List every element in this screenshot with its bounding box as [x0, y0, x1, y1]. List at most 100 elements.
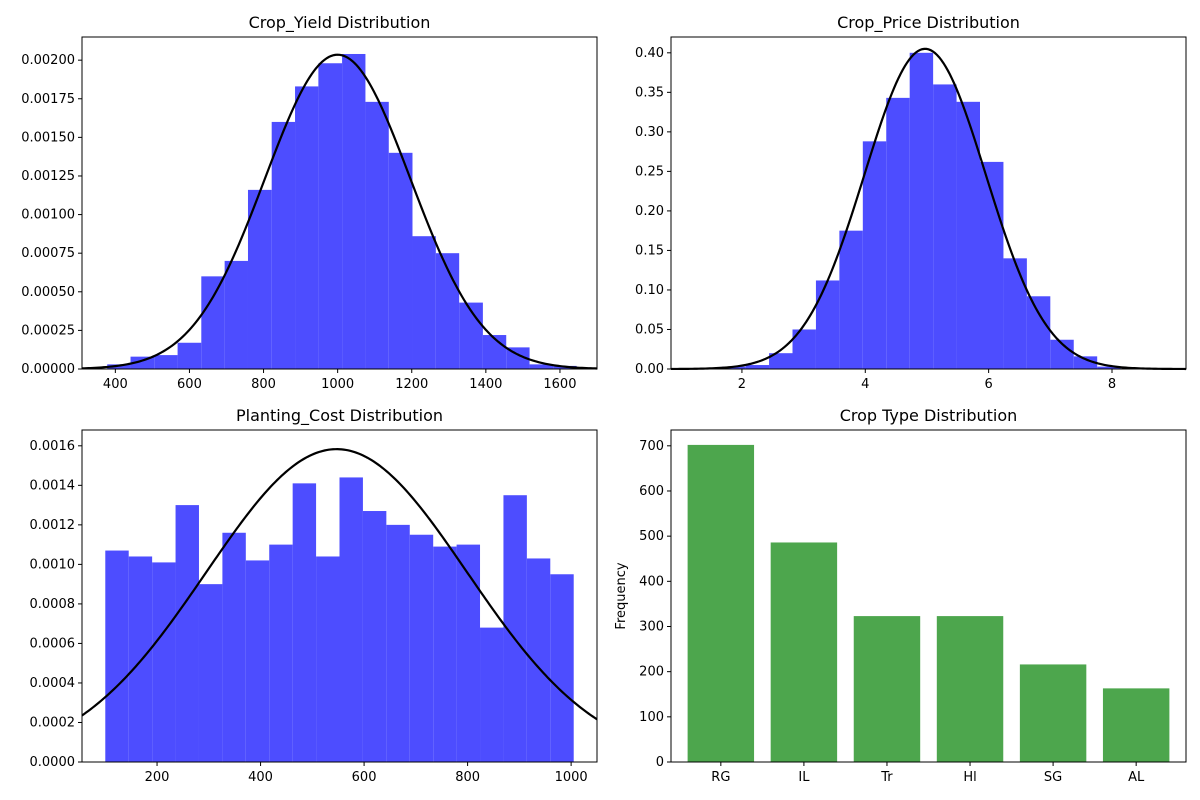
ytick-label: 0.20 — [635, 204, 664, 219]
xtick-label: 400 — [248, 770, 273, 785]
xtick-label: SG — [1044, 770, 1062, 785]
histogram-bar — [152, 562, 176, 762]
ytick-label: 0.00150 — [21, 130, 75, 145]
histogram-bar — [175, 505, 199, 762]
histogram-bar — [198, 584, 223, 762]
xtick-label: RG — [711, 770, 730, 785]
ytick-label: 0.35 — [635, 85, 664, 100]
histogram-bar — [247, 189, 272, 369]
histogram-bar — [222, 532, 246, 762]
histogram-bar — [154, 355, 178, 369]
xtick-label: 200 — [145, 770, 170, 785]
ytick-label: 0.05 — [635, 322, 664, 337]
histogram-bar — [1073, 356, 1098, 369]
ytick-label: 700 — [639, 439, 664, 454]
xtick-label: 400 — [103, 377, 128, 392]
ytick-label: 0.00075 — [21, 246, 75, 261]
normal-fit-line — [670, 47, 1187, 371]
histogram-bar — [506, 347, 530, 369]
histogram-bar — [339, 477, 363, 762]
ytick-label: 0.00175 — [21, 92, 75, 107]
ytick-label: 0.00050 — [21, 285, 75, 300]
histogram-bar — [269, 544, 293, 762]
ytick-label: 500 — [639, 529, 664, 544]
xtick-label: 2 — [738, 377, 746, 392]
histogram-panel-1: 0.00 0.05 0.10 0.15 0.20 0.25 0.30 0.35 0.40 2 4 6 8… — [635, 13, 1187, 392]
y-axis-label: Frequency — [614, 562, 629, 629]
histogram-bar — [839, 230, 863, 369]
ytick-label: 0.0000 — [30, 755, 76, 770]
ytick-label: 0.00025 — [21, 323, 75, 338]
histogram-bar — [388, 152, 413, 369]
histogram-bar — [529, 364, 554, 369]
chart-title: Planting_Cost Distribution — [236, 406, 443, 426]
xtick-label: 800 — [251, 377, 276, 392]
chart-title: Crop Type Distribution — [840, 406, 1018, 425]
xtick-label: 1000 — [321, 377, 354, 392]
bar — [770, 542, 838, 762]
ytick-label: 0.0016 — [30, 439, 76, 454]
xtick-label: Tr — [880, 770, 893, 785]
histogram-bar — [295, 86, 319, 370]
histogram-bar — [526, 558, 551, 762]
histogram-bar — [769, 353, 793, 369]
histogram-bar — [386, 524, 410, 762]
ytick-label: 0.00200 — [21, 53, 75, 68]
xtick-label: 4 — [861, 377, 869, 392]
histogram-bar — [1026, 296, 1051, 369]
bar — [853, 616, 921, 762]
xtick-label: 1600 — [543, 377, 576, 392]
histogram-bar — [956, 101, 980, 370]
bar-panel-3: 0 100 200 300 400 500 600 700 RG IL Tr Hl SG AL Crop T… — [614, 406, 1187, 785]
ytick-label: 0.0002 — [30, 715, 76, 730]
ytick-label: 100 — [639, 710, 664, 725]
histogram-bar — [177, 342, 202, 369]
ytick-label: 400 — [639, 574, 664, 589]
histogram-bar — [409, 534, 434, 762]
histogram-bar — [1050, 339, 1074, 369]
ytick-label: 0.0008 — [30, 597, 76, 612]
axes-frame — [670, 36, 1187, 370]
ytick-label: 0.00100 — [21, 208, 75, 223]
ytick-label: 0.0012 — [30, 518, 76, 533]
ytick-label: 0.0004 — [30, 676, 76, 691]
xtick-label: 600 — [177, 377, 202, 392]
ytick-label: 200 — [639, 665, 664, 680]
histogram-bar — [815, 280, 840, 369]
ytick-label: 0.25 — [635, 164, 664, 179]
histogram-bar — [128, 556, 153, 762]
histogram-panel-2: 0.0000 0.0002 0.0004 0.0006 0.0008 0.0010 0.00… — [30, 406, 598, 785]
histogram-bar — [342, 53, 366, 369]
xtick-label: 1200 — [395, 377, 428, 392]
histogram-bar — [362, 511, 387, 762]
ytick-label: 0.00000 — [21, 362, 75, 377]
histogram-bar — [480, 627, 504, 762]
ytick-label: 0.00 — [635, 362, 664, 377]
bar — [1019, 664, 1087, 762]
ytick-label: 0.30 — [635, 125, 664, 140]
xtick-label: 1400 — [469, 377, 502, 392]
histogram-bar — [105, 550, 129, 762]
axes-frame — [670, 429, 1187, 763]
chart-title: Crop_Price Distribution — [837, 13, 1020, 33]
histogram-bar — [456, 544, 481, 762]
histogram-bar — [318, 63, 343, 370]
ytick-label: 0.0014 — [30, 478, 76, 493]
ytick-label: 0.40 — [635, 46, 664, 61]
histogram-bar — [224, 260, 248, 369]
xtick-label: 800 — [455, 770, 480, 785]
ytick-label: 0.15 — [635, 243, 664, 258]
axes-frame — [81, 429, 598, 763]
ytick-label: 600 — [639, 484, 664, 499]
xtick-label: Hl — [963, 770, 976, 785]
histogram-bar — [316, 556, 340, 762]
bar — [1102, 688, 1170, 762]
histogram-bar — [130, 356, 155, 369]
histogram-bar — [201, 276, 225, 369]
ytick-label: 0.0010 — [30, 557, 76, 572]
histogram-panel-0: 0.00000 0.00025 0.00050 0.00075 0.00100 0.001… — [21, 13, 598, 392]
ytick-label: 0.0006 — [30, 636, 76, 651]
bar — [687, 444, 755, 762]
histogram-bar — [1003, 258, 1027, 369]
